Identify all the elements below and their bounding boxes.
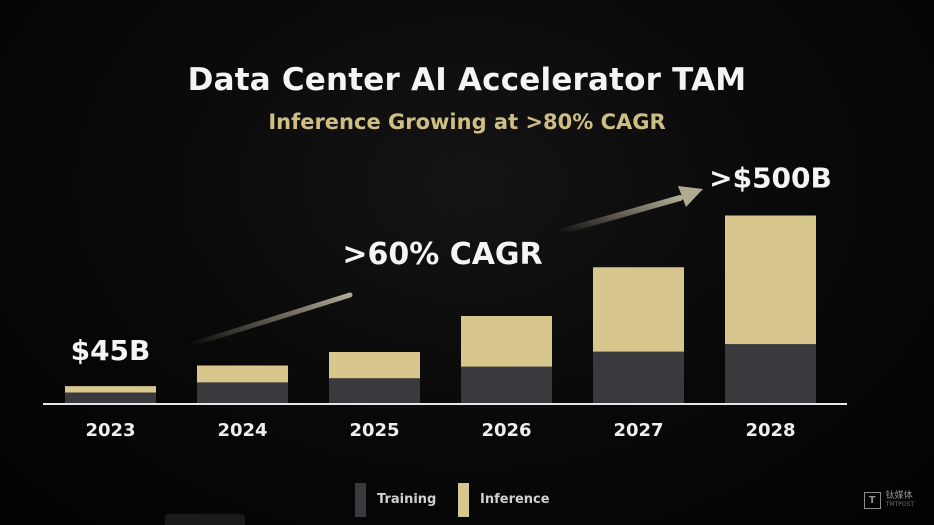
x-tick-label-2025: 2025: [349, 420, 399, 441]
legend-label-inference: Inference: [480, 492, 550, 507]
watermark-name: 钛媒体: [885, 491, 913, 501]
x-tick-label-2028: 2028: [745, 420, 795, 441]
annotation-1: >$500B: [709, 162, 832, 195]
x-tick-label-2024: 2024: [217, 420, 267, 441]
x-tick-label-2027: 2027: [613, 420, 663, 441]
device-silhouette: [165, 514, 245, 525]
bar-inference-2025: [329, 352, 420, 379]
growth-arrow-upper: [557, 195, 683, 235]
growth-arrow-lower: [187, 292, 353, 348]
slide-title: Data Center AI Accelerator TAM: [187, 62, 747, 98]
legend-swatch-inference: [458, 483, 469, 517]
annotation-2: >60% CAGR: [342, 237, 542, 272]
bar-training-2025: [329, 378, 420, 403]
bar-training-2027: [593, 351, 684, 403]
bar-training-2024: [197, 382, 288, 403]
growth-arrow-head: [678, 186, 703, 207]
x-tick-label-2023: 2023: [85, 420, 135, 441]
bar-training-2026: [461, 366, 552, 403]
legend-swatch-training: [355, 483, 366, 517]
bar-inference-2028: [725, 215, 816, 345]
legend-label-training: Training: [377, 492, 437, 507]
watermark-sub: TMTPOST: [885, 501, 914, 508]
annotation-0: $45B: [71, 334, 151, 367]
watermark-mark: T: [863, 492, 881, 509]
x-tick-label-2026: 2026: [481, 420, 531, 441]
slide-subtitle: Inference Growing at >80% CAGR: [268, 110, 666, 134]
bar-inference-2024: [197, 365, 288, 383]
bar-training-2028: [725, 344, 816, 403]
bar-inference-2026: [461, 316, 552, 367]
bar-training-2023: [65, 392, 156, 403]
watermark-logo: T 钛媒体 TMTPOST: [863, 491, 914, 509]
bar-inference-2023: [65, 386, 156, 393]
bar-inference-2027: [593, 267, 684, 352]
